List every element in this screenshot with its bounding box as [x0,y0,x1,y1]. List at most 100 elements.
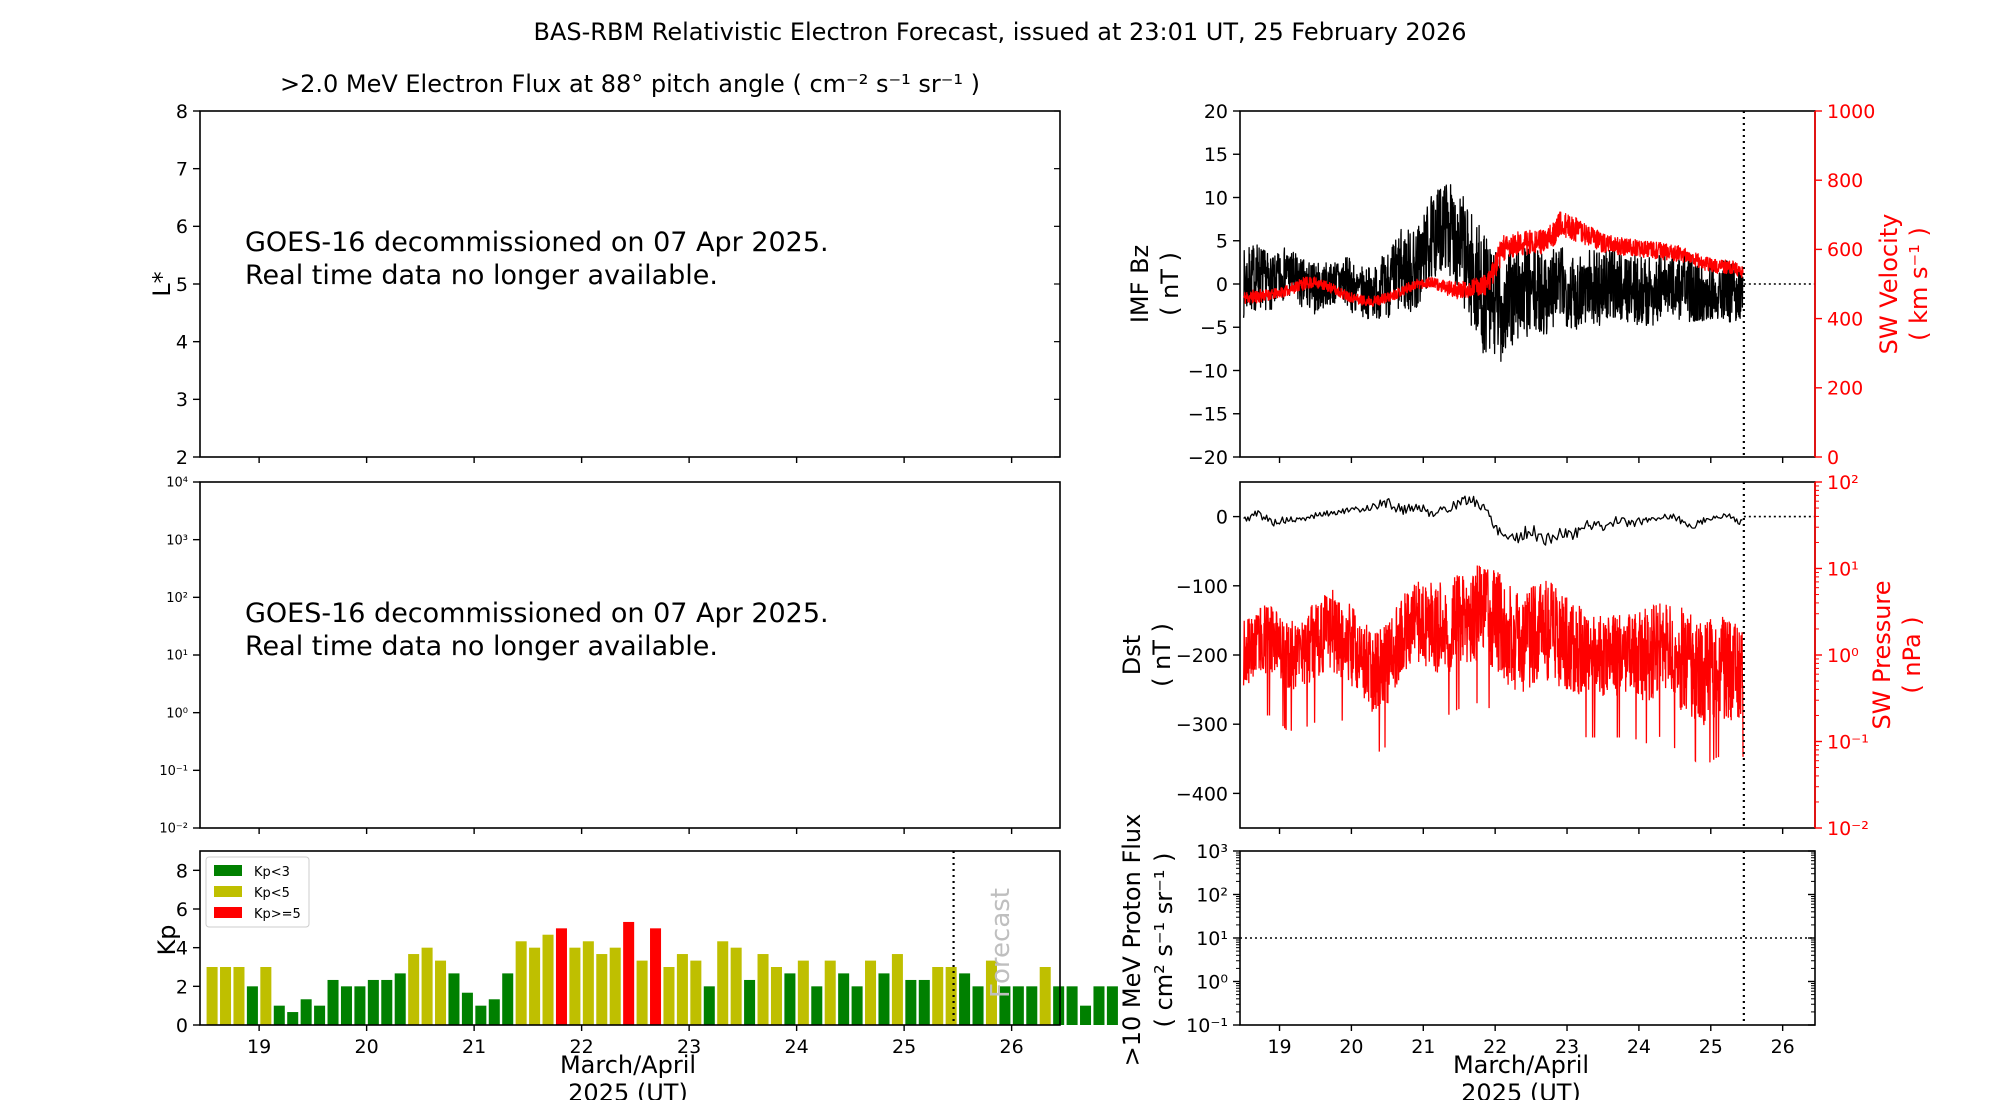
kp-bar [555,928,567,1025]
kp-bar [918,979,930,1025]
kp-bar [1012,986,1024,1025]
kp-bar [300,999,312,1025]
kp-bar [542,934,554,1025]
panel-proton-flux: >10 MeV Proton Flux ( cm² s⁻¹ sr⁻¹ ) Mar… [1118,814,1816,1100]
kp-x-tick-label: 21 [462,1036,486,1058]
kp-bar [435,960,447,1025]
figure-title: BAS-RBM Relativistic Electron Forecast, … [534,18,1467,46]
kp-bar [650,928,662,1025]
kp-bar [569,947,581,1025]
kp-plot-area [199,850,1061,1026]
kp-bar [1066,986,1078,1025]
proton-y-tick-label: 10¹ [1196,928,1228,950]
imf-y-tick-label: 10 [1204,187,1228,209]
kp-bar [515,941,527,1025]
sw-pressure-y-tick-label: 10¹ [1827,558,1859,580]
lstar-y-tick-label: 2 [176,447,188,469]
kp-bar [206,967,218,1025]
dst-y-tick-label: −100 [1176,576,1228,598]
kp-bar [757,954,769,1025]
proton-xlabel-line-1: March/April [1453,1051,1589,1079]
sw-pressure-y-tick-label: 10⁻¹ [1827,731,1869,753]
lstar-y-tick-label: 5 [176,274,188,296]
kp-x-tick-label: 19 [247,1036,271,1058]
kp-bar [1026,986,1038,1025]
kp-bar [891,954,903,1025]
kp-bar [408,954,420,1025]
kp-bar [932,967,944,1025]
kp-bar [623,921,635,1025]
proton-ylabel-line-2: ( cm² s⁻¹ sr⁻¹ ) [1150,853,1178,1028]
kp-bar [717,941,729,1025]
imf-y-tick-label: 0 [1216,274,1228,296]
sw-velocity-y-tick-label: 0 [1827,447,1839,469]
sw-velocity-y-tick-label: 400 [1827,308,1863,330]
kp-bar [475,1005,487,1025]
sw-velocity-label-line-2: ( km s⁻¹ ) [1905,227,1933,341]
sw-velocity-y-tick-label: 200 [1827,378,1863,400]
dst-ylabel-line-2: ( nT ) [1148,623,1176,687]
kp-bar [220,967,232,1025]
imf-y-tick-label: −5 [1200,317,1228,339]
kp-bar [502,973,514,1025]
kp-bar [529,947,541,1025]
sw-pressure-y-tick-label: 10² [1827,472,1859,494]
kp-bar [999,986,1011,1025]
legend-label-kp-lt3: Kp<3 [254,865,290,880]
proton-x-tick-label: 21 [1411,1036,1435,1058]
kp-bar [663,967,675,1025]
sw-pressure-line [1242,565,1744,763]
kp-bar [730,947,742,1025]
kp-bar [421,947,433,1025]
flux-log-y-tick-label: 10⁰ [166,706,188,721]
kp-y-tick-label: 2 [176,976,188,998]
kp-x-tick-label: 22 [570,1036,594,1058]
kp-y-tick-label: 8 [176,860,188,882]
flux-log-plot-area [199,481,1061,829]
kp-bar [690,960,702,1025]
kp-xlabel-line-1: March/April [560,1051,696,1079]
kp-y-tick-label: 6 [176,899,188,921]
lstar-ylabel: L* [148,271,176,296]
proton-y-tick-label: 10³ [1196,841,1228,863]
proton-y-tick-label: 10² [1196,884,1228,906]
proton-xlabel-line-2: 2025 (UT) [1461,1079,1581,1100]
kp-bar [1080,1005,1092,1025]
legend-swatch-kp-lt3 [214,865,242,876]
kp-bar [851,986,863,1025]
imf-ylabel-line-2: ( nT ) [1156,252,1184,316]
proton-y-tick-label: 10⁻¹ [1186,1015,1228,1037]
kp-bar [824,960,836,1025]
dst-y-tick-label: 0 [1216,507,1228,529]
kp-bar [811,986,823,1025]
flux-log-y-tick-label: 10¹ [166,649,188,664]
proton-x-tick-label: 24 [1627,1036,1651,1058]
log-message-line-1: GOES-16 decommissioned on 07 Apr 2025. [245,598,829,629]
panel-flux-log: GOES-16 decommissioned on 07 Apr 2025. R… [199,481,1061,829]
lstar-y-tick-label: 4 [176,332,188,354]
dst-ylabel-line-1: Dst [1118,635,1146,675]
imf-y-tick-label: 5 [1216,231,1228,253]
dst-lines [1242,495,1815,763]
imf-ylabel-line-1: IMF Bz [1126,245,1154,323]
kp-bar [233,967,245,1025]
proton-x-tick-label: 25 [1699,1036,1723,1058]
kp-bar [461,992,473,1025]
flux-log-y-tick-label: 10³ [166,533,188,548]
kp-bar [327,979,339,1025]
kp-bar [394,973,406,1025]
kp-bar [905,979,917,1025]
legend-swatch-kp-lt5 [214,886,242,897]
sw-pressure-y-tick-label: 10⁰ [1827,645,1859,667]
lstar-message-line-1: GOES-16 decommissioned on 07 Apr 2025. [245,227,829,258]
kp-bar [1106,986,1118,1025]
kp-bar [246,986,258,1025]
kp-bar [865,960,877,1025]
panel-imf-bz-sw-velocity: IMF Bz ( nT ) SW Velocity ( km s⁻¹ ) [1126,110,1933,458]
sw-pressure-label-line-1: SW Pressure [1868,580,1896,729]
proton-x-tick-label: 23 [1555,1036,1579,1058]
flux-lstar-plot-area [199,110,1061,458]
sw-velocity-line [1243,211,1744,307]
flux-log-y-tick-label: 10⁴ [166,476,188,491]
